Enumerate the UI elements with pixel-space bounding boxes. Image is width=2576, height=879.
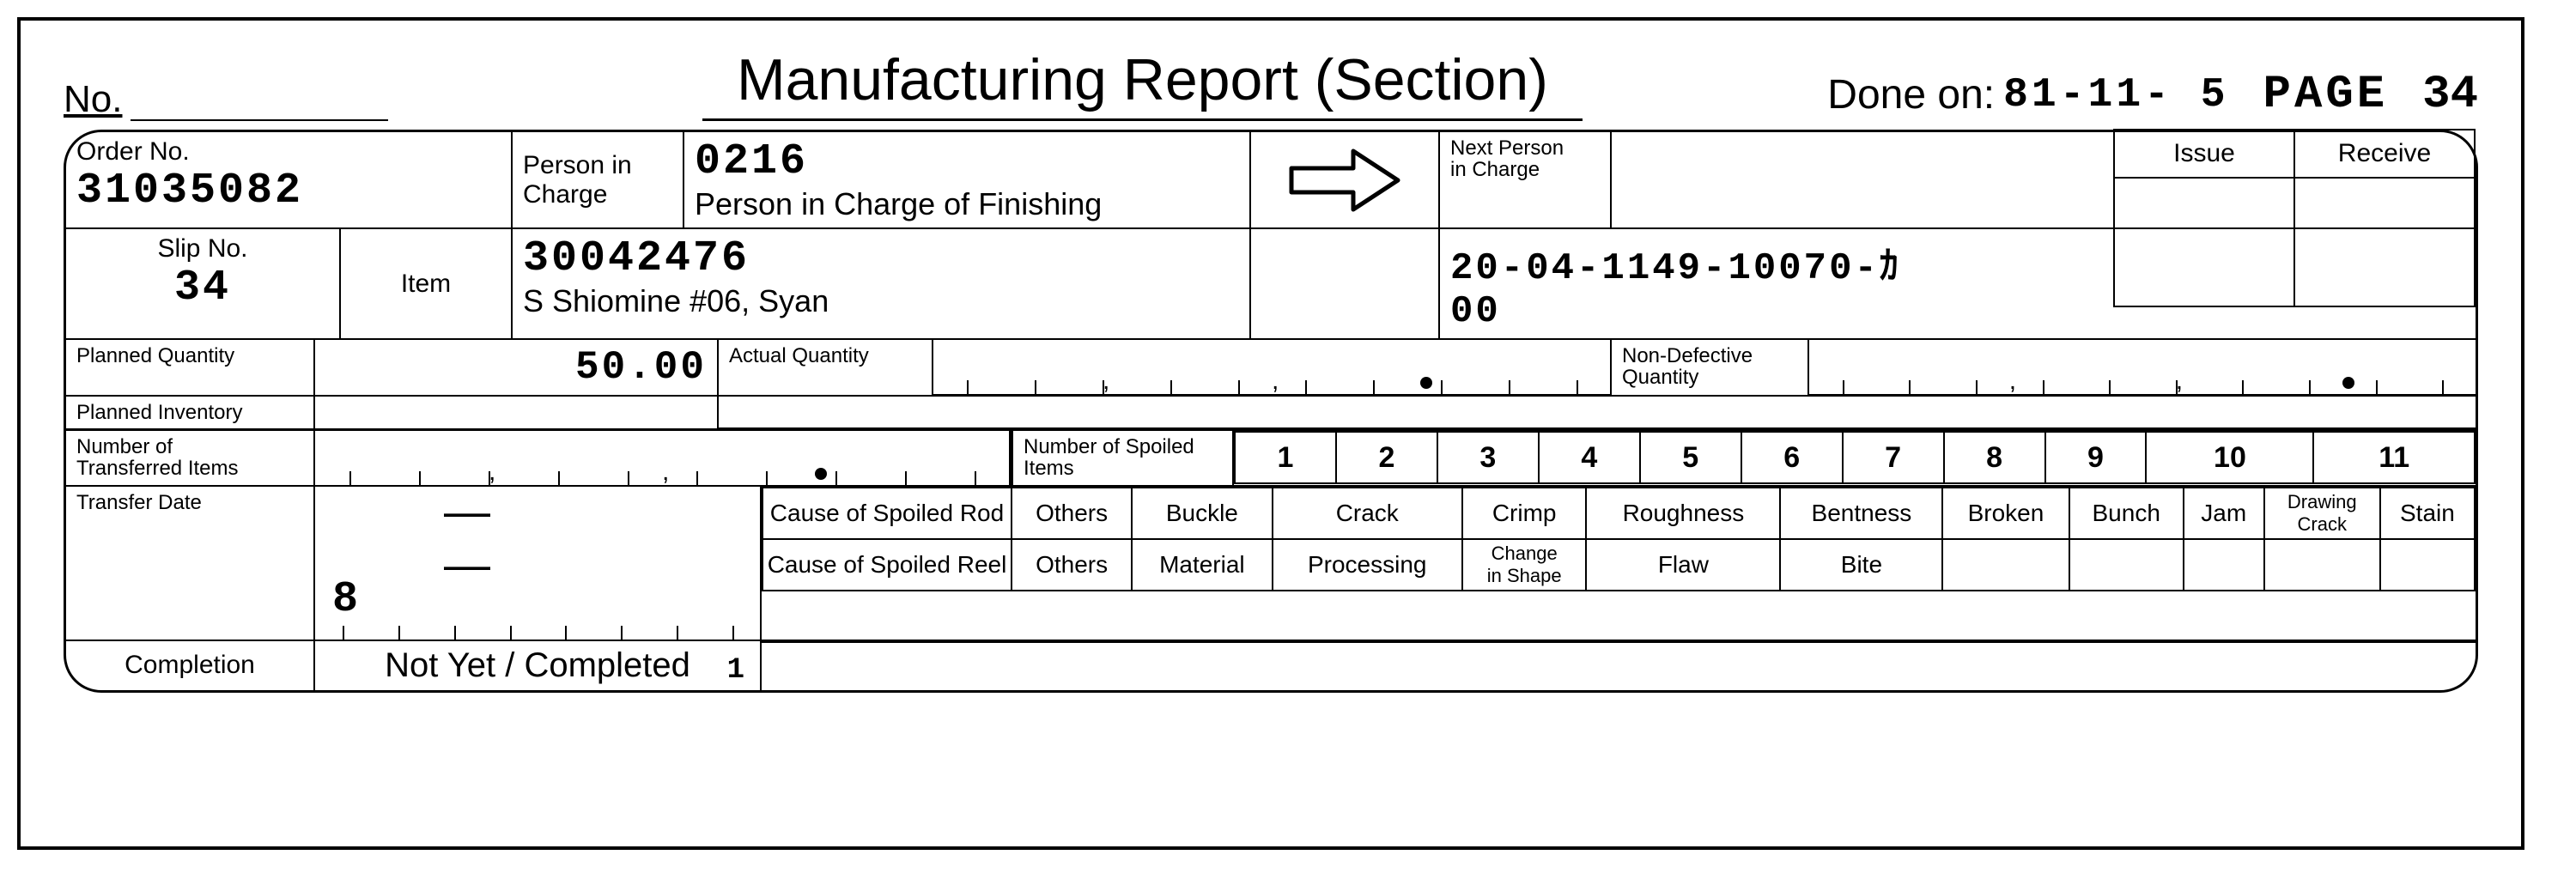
completion-sub: 1 (727, 654, 744, 687)
row-slip-item: Slip No. 34 Item 30042476 S Shiomine #06… (66, 229, 2476, 340)
form-card: Issue Receive Order No. 31035082 Person … (64, 130, 2478, 693)
outer-frame: No. Manufacturing Report (Section) Done … (17, 17, 2524, 850)
cause-reel-label: Cause of Spoiled Reel (762, 539, 1012, 591)
next-pic-label: Next Person in Charge (1450, 137, 1564, 180)
reel-cause-2: Processing (1273, 539, 1462, 591)
reel-cause-5: Bite (1780, 539, 1942, 591)
no-label: No. (64, 78, 122, 121)
causes-table: Cause of Spoiled Rod OthersBuckleCrackCr… (762, 487, 2476, 591)
non-defective-label: Non-Defective Quantity (1622, 345, 1797, 388)
transferred-field[interactable]: ,, (315, 431, 1011, 486)
cause-rod-label: Cause of Spoiled Rod (762, 488, 1012, 539)
transferred-label: Number of Transferred Items (76, 436, 303, 479)
item-label: Item (401, 270, 451, 299)
no-field: No. (64, 78, 388, 121)
completion-value[interactable]: Not Yet / Completed (385, 646, 690, 685)
planned-inv-label: Planned Inventory (76, 402, 303, 423)
spoiled-col-9: 9 (2045, 432, 2147, 483)
rod-cause-7: Bunch (2069, 488, 2184, 539)
done-on-value: 81-11- 5 (2003, 72, 2228, 118)
rod-cause-5: Bentness (1780, 488, 1942, 539)
spoiled-col-1: 1 (1235, 432, 1336, 483)
slip-no-value: 34 (76, 264, 329, 312)
no-underline[interactable] (131, 83, 388, 121)
reel-cause-1: Material (1132, 539, 1272, 591)
spoiled-col-6: 6 (1741, 432, 1843, 483)
reel-cause-7 (2069, 539, 2184, 591)
rod-cause-6: Broken (1942, 488, 2069, 539)
order-no-label: Order No. (76, 137, 501, 167)
transfer-date-field[interactable]: 8 — — (315, 487, 762, 641)
spoiled-col-5: 5 (1640, 432, 1741, 483)
row-order: Order No. 31035082 Person in Charge 0216… (66, 132, 2476, 229)
rod-cause-1: Buckle (1132, 488, 1272, 539)
rod-cause-3: Crimp (1462, 488, 1586, 539)
reel-cause-0: Others (1012, 539, 1132, 591)
planned-inv-field[interactable] (315, 397, 719, 430)
page-label: PAGE (2263, 69, 2389, 121)
rod-cause-2: Crack (1273, 488, 1462, 539)
spoiled-col-8: 8 (1944, 432, 2045, 483)
actual-qty-label: Actual Quantity (729, 345, 921, 367)
item-desc: S Shiomine #06, Syan (523, 283, 1239, 319)
rod-cause-10: Stain (2380, 488, 2475, 539)
lot-code-2: 00 (1450, 290, 2465, 333)
row-planned-inv: Planned Inventory (66, 397, 2476, 430)
spoiled-col-4: 4 (1539, 432, 1640, 483)
rod-cause-9: Drawing Crack (2264, 488, 2380, 539)
row-causes: Transfer Date 8 — — Cause of Spoiled Rod… (66, 487, 2476, 641)
rod-cause-8: Jam (2184, 488, 2264, 539)
done-on-label: Done on: (1827, 71, 1995, 118)
rod-cause-0: Others (1012, 488, 1132, 539)
non-defective-field[interactable]: ,, (1809, 340, 2476, 397)
arrow-icon (1285, 142, 1405, 218)
lot-code-1: 20-04-1149-10070-ｶ (1450, 234, 2465, 290)
row-transferred: Number of Transferred Items ,, Number of… (66, 430, 2476, 486)
reel-cause-3: Change in Shape (1462, 539, 1586, 591)
spoiled-col-2: 2 (1336, 432, 1437, 483)
spoiled-col-11: 11 (2313, 432, 2475, 483)
spoiled-col-3: 3 (1437, 432, 1539, 483)
transfer-date-label: Transfer Date (76, 492, 303, 513)
reel-cause-9 (2264, 539, 2380, 591)
row-completion: Completion Not Yet / Completed 1 (66, 641, 2476, 690)
item-code: 30042476 (523, 234, 1239, 283)
slip-no-label: Slip No. (76, 234, 329, 264)
planned-qty-label: Planned Quantity (76, 345, 303, 367)
row-planned-qty: Planned Quantity 50.00 Actual Quantity ,… (66, 340, 2476, 397)
pic-desc: Person in Charge of Finishing (695, 186, 1239, 222)
pic-label: Person in Charge (523, 151, 632, 209)
pic-code: 0216 (695, 137, 1239, 186)
spoiled-items-label: Number of Spoiled Items (1024, 436, 1222, 479)
page-number: 34 (2422, 69, 2478, 121)
reel-cause-4: Flaw (1586, 539, 1780, 591)
reel-cause-10 (2380, 539, 2475, 591)
reel-cause-6 (1942, 539, 2069, 591)
completion-label: Completion (125, 651, 255, 680)
actual-qty-field[interactable]: ,, (933, 340, 1612, 397)
order-no-value: 31035082 (76, 167, 501, 215)
title-row: No. Manufacturing Report (Section) Done … (64, 46, 2478, 121)
spoiled-col-7: 7 (1843, 432, 1944, 483)
done-on: Done on: 81-11- 5 PAGE 34 (1827, 69, 2478, 121)
rod-cause-4: Roughness (1586, 488, 1780, 539)
spoiled-columns-header: 1234567891011 (1234, 431, 2476, 484)
spoiled-col-10: 10 (2146, 432, 2313, 483)
reel-cause-8 (2184, 539, 2264, 591)
report-title: Manufacturing Report (Section) (702, 46, 1583, 121)
planned-qty-value: 50.00 (575, 345, 707, 390)
